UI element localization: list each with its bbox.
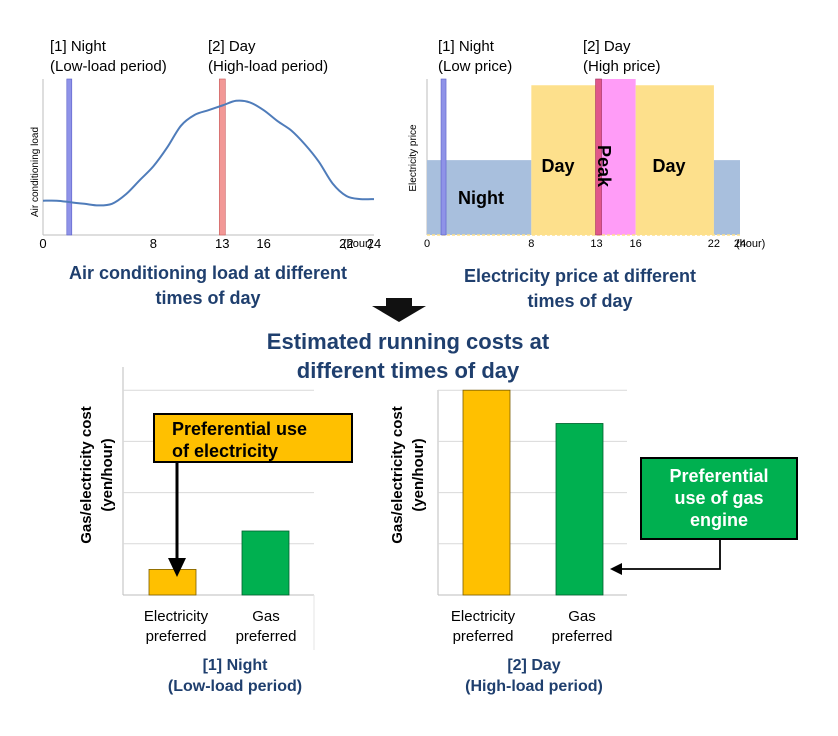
night-callout-box: Preferential use of electricity	[153, 413, 353, 463]
cost-chart-night	[122, 367, 315, 650]
band-label-day-1: Day	[541, 156, 574, 176]
day-category-electricity: Electricity preferred	[450, 608, 516, 645]
price-marker-day-label: [2] Day (High price)	[583, 38, 661, 75]
day-callout-arrow	[620, 539, 721, 570]
load-marker-night-label: [1] Night (Low-load period)	[50, 38, 167, 75]
price-x-tick: 24	[734, 238, 746, 250]
load-x-tick: 0	[39, 236, 46, 251]
load-marker-day-label: [2] Day (High-load period)	[208, 38, 329, 75]
cost-chart-day	[437, 389, 721, 596]
day-y-label: Gas/electricity cost (yen/hour)	[389, 406, 427, 544]
price-band-day	[531, 85, 597, 236]
price-night-marker	[440, 78, 447, 236]
night-bar-gas	[241, 530, 290, 596]
load-chart-title: Air conditioning load at different times …	[69, 263, 347, 308]
load-curve	[42, 99, 375, 207]
day-bar-electricity	[462, 389, 511, 596]
load-night-marker	[66, 78, 73, 236]
price-band-night	[713, 160, 740, 235]
load-x-tick: 13	[215, 236, 229, 251]
day-callout-arrowhead	[610, 563, 622, 575]
load-x-tick: 8	[150, 236, 157, 251]
price-marker-night-label: [1] Night (Low price)	[438, 38, 513, 75]
price-bands	[427, 79, 740, 236]
night-callout-arrowhead	[168, 558, 186, 577]
day-caption: [2] Day (High-load period)	[465, 657, 603, 695]
price-x-ticks: 0 8 13 16 22 24	[424, 238, 746, 250]
price-day-marker	[595, 78, 602, 236]
price-x-tick: 16	[630, 238, 642, 250]
night-caption: [1] Night (Low-load period)	[167, 657, 303, 695]
load-chart: Air conditioning load 0 8 13 16 22 24 (hour)	[30, 78, 381, 251]
price-unit-label: (hour)	[736, 238, 765, 250]
price-x-tick: 8	[528, 238, 534, 250]
night-y-label: Gas/electricity cost (yen/hour)	[78, 406, 116, 544]
load-x-tick: 16	[256, 236, 270, 251]
night-category-electricity: Electricity preferred	[143, 608, 209, 645]
night-bar-electricity	[148, 569, 197, 596]
price-x-tick: 0	[424, 238, 430, 250]
load-x-tick: 24	[367, 236, 381, 251]
price-chart-title: Electricity price at different times of d…	[463, 266, 697, 311]
day-bar-gas	[555, 423, 604, 596]
band-label-day-2: Day	[652, 156, 685, 176]
load-day-marker	[218, 78, 226, 236]
load-y-label: Air conditioning load	[30, 127, 41, 217]
day-callout-box: Preferential use of gas engine	[640, 457, 798, 540]
load-x-tick: 22	[339, 236, 353, 251]
load-x-ticks: 0 8 13 16 22 24	[39, 236, 381, 251]
night-category-gas: Gas preferred	[235, 608, 297, 645]
load-unit-label: (hour)	[343, 238, 372, 250]
band-label-peak: Peak	[594, 145, 614, 188]
price-y-label: Electricity price	[408, 124, 419, 192]
price-x-tick: 13	[590, 238, 602, 250]
price-chart: Night Day Peak Day Electricity price 0 8 1…	[408, 78, 765, 250]
day-category-gas: Gas preferred	[551, 608, 613, 645]
price-x-tick: 22	[708, 238, 720, 250]
down-arrow	[372, 298, 426, 322]
band-label-night: Night	[458, 188, 504, 208]
summary-title: Estimated running costs at different time…	[266, 329, 550, 383]
price-band-day	[635, 85, 714, 236]
price-band-peak	[596, 79, 636, 235]
